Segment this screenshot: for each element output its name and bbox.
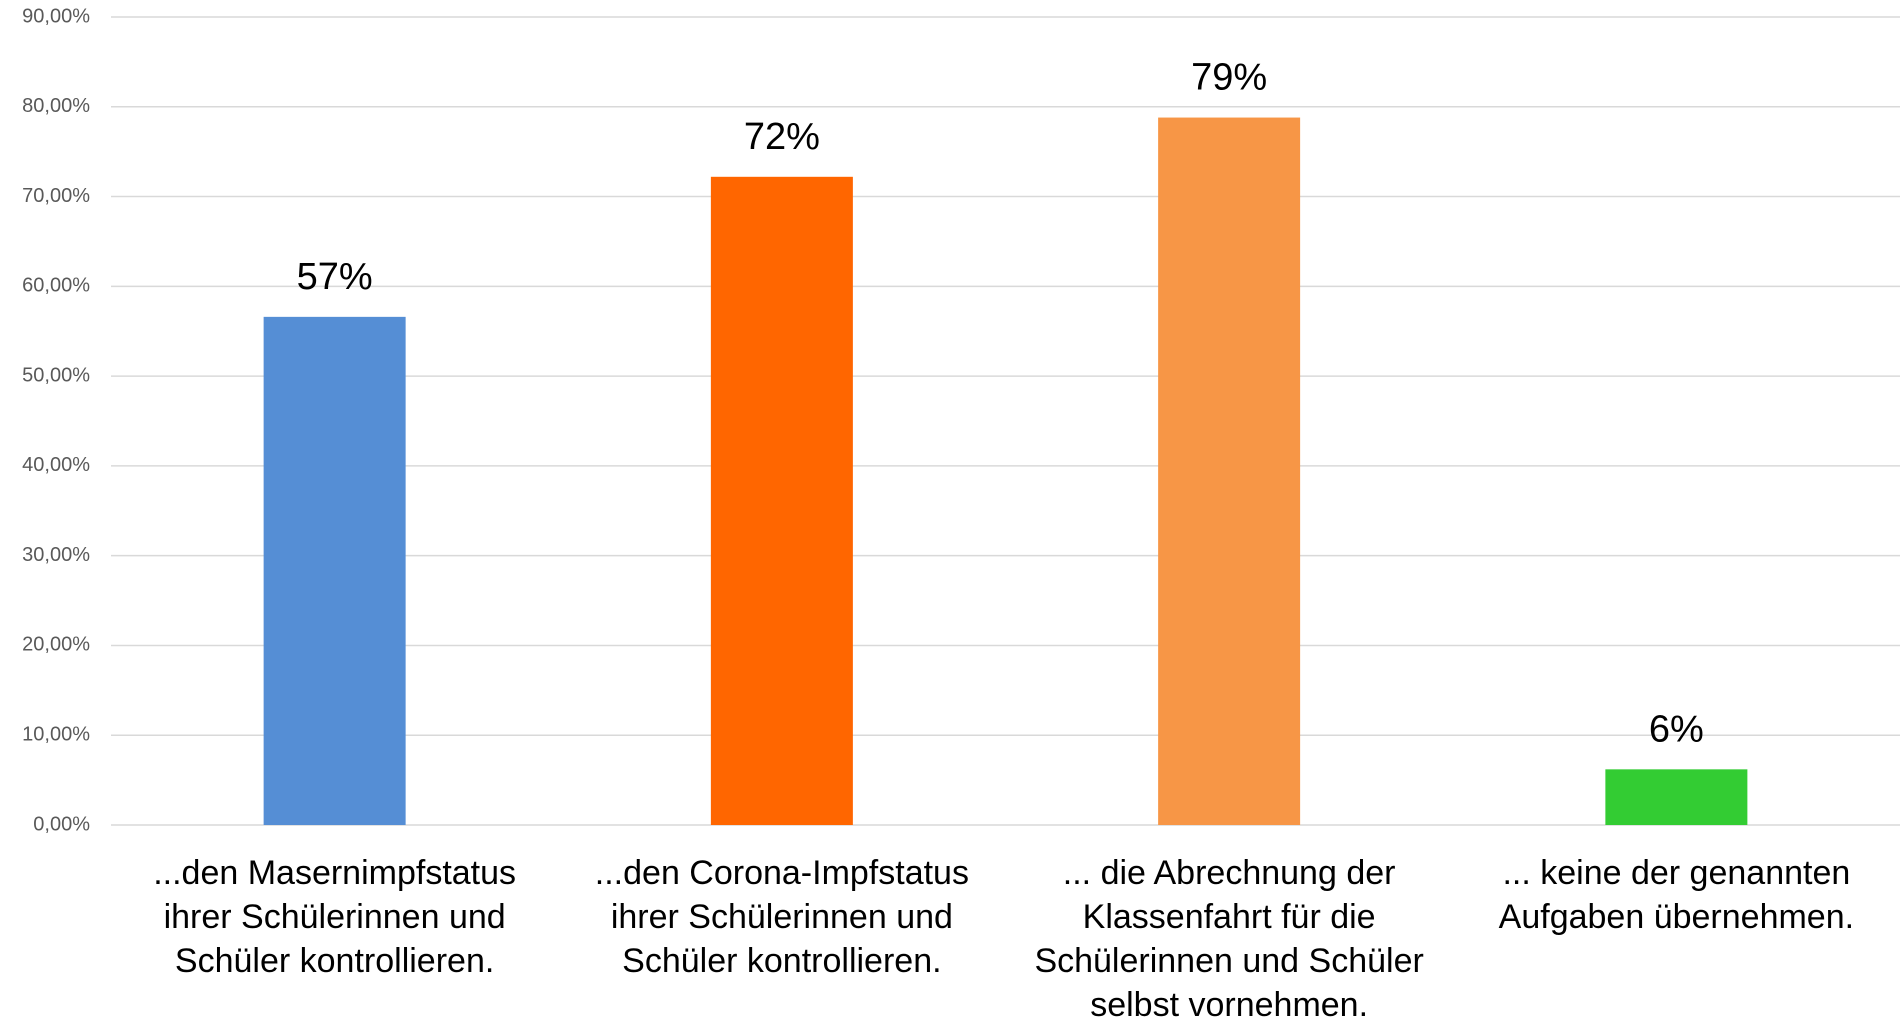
x-tick-label: ...den Corona-Impfstatus ihrer Schülerin… bbox=[594, 854, 969, 980]
y-tick-label: 90,00% bbox=[22, 5, 90, 27]
y-tick-label: 60,00% bbox=[22, 275, 90, 297]
x-tick-label: ... keine der genannten Aufgaben überneh… bbox=[1498, 854, 1855, 936]
y-tick-label: 80,00% bbox=[22, 95, 90, 117]
bar bbox=[710, 176, 853, 825]
bar bbox=[1605, 769, 1748, 825]
y-tick-label: 50,00% bbox=[22, 364, 90, 386]
bar bbox=[263, 316, 406, 825]
data-label: 57% bbox=[297, 256, 373, 298]
y-tick-label: 20,00% bbox=[22, 634, 90, 656]
y-tick-label: 70,00% bbox=[22, 185, 90, 207]
y-tick-label: 30,00% bbox=[22, 544, 90, 566]
bar bbox=[1158, 117, 1301, 826]
data-label: 79% bbox=[1191, 57, 1267, 99]
x-tick-label: ... die Abrechnung der Klassenfahrt für … bbox=[1034, 854, 1424, 1024]
data-label: 6% bbox=[1649, 708, 1704, 750]
y-tick-label: 40,00% bbox=[22, 454, 90, 476]
x-tick-label: ...den Masernimpfstatus ihrer Schülerinn… bbox=[153, 854, 517, 980]
y-tick-label: 0,00% bbox=[33, 813, 90, 835]
y-tick-label: 10,00% bbox=[22, 724, 90, 746]
data-label: 72% bbox=[744, 116, 820, 158]
